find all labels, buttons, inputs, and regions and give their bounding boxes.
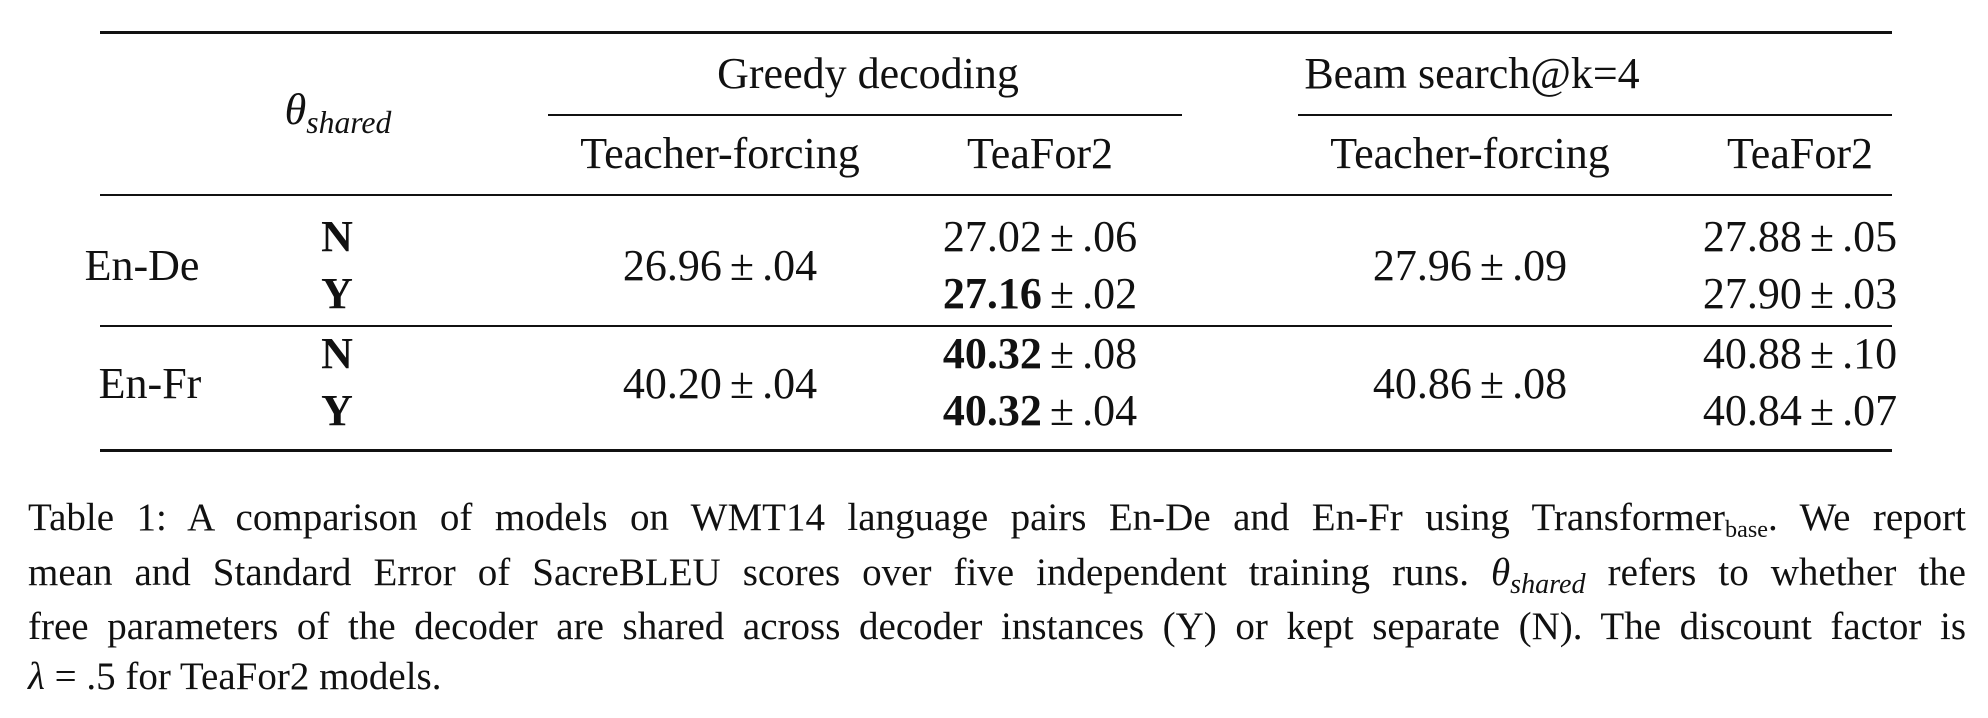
beam-teafor2-header: TeaFor2: [1727, 129, 1873, 178]
table-bottom-rule: [100, 449, 1892, 452]
greedy-teafor2-header: TeaFor2: [967, 129, 1113, 178]
en-de-beam-teafor2-y: 27.90 ± .03: [1702, 269, 1898, 318]
greedy-decoding-header: Greedy decoding: [717, 49, 1019, 98]
caption-line-3: free parameters of the decoder are share…: [28, 605, 1966, 648]
table-top-rule: [100, 31, 1892, 34]
caption-line-1: Table 1: A comparison of models on WMT14…: [28, 496, 1966, 544]
en-de-greedy-teacher-forcing: 26.96 ± .04: [622, 241, 818, 290]
beam-teacher-forcing-header: Teacher-forcing: [1330, 129, 1610, 178]
en-fr-beam-teafor2-y: 40.84 ± .07: [1702, 386, 1898, 435]
shared-flag-en-fr-n: N: [321, 329, 353, 378]
en-de-greedy-teafor2-y: 27.16 ± .02: [942, 269, 1138, 318]
en-fr-greedy-teafor2-n: 40.32 ± .08: [942, 329, 1138, 378]
en-de-beam-teafor2-n: 27.88 ± .05: [1702, 212, 1898, 261]
en-fr-beam-teacher-forcing: 40.86 ± .08: [1372, 359, 1568, 408]
en-fr-greedy-teacher-forcing: 40.20 ± .04: [622, 359, 818, 408]
table-caption: Table 1: A comparison of models on WMT14…: [28, 493, 1966, 702]
beam-group-rule: [1298, 114, 1892, 116]
greedy-teacher-forcing-header: Teacher-forcing: [580, 129, 860, 178]
shared-flag-en-fr-y: Y: [321, 386, 353, 435]
row-label-en-de: En-De: [84, 241, 200, 290]
shared-flag-en-de-y: Y: [321, 269, 353, 318]
row-label-en-fr: En-Fr: [98, 359, 202, 408]
caption-line-2: mean and Standard Error of SacreBLEU sco…: [28, 551, 1966, 600]
en-de-beam-teacher-forcing: 27.96 ± .09: [1372, 241, 1568, 290]
shared-flag-en-de-n: N: [321, 212, 353, 261]
caption-line-4: λ = .5 for TeaFor2 models.: [28, 655, 442, 698]
theta-shared-header: θshared: [284, 85, 392, 140]
beam-search-header: Beam search@k=4: [1304, 49, 1640, 98]
en-fr-greedy-teafor2-y: 40.32 ± .04: [942, 386, 1138, 435]
table-mid-rule: [100, 325, 1892, 327]
en-de-greedy-teafor2-n: 27.02 ± .06: [942, 212, 1138, 261]
table-header-rule: [100, 194, 1892, 196]
greedy-group-rule: [548, 114, 1182, 116]
en-fr-beam-teafor2-n: 40.88 ± .10: [1702, 329, 1898, 378]
